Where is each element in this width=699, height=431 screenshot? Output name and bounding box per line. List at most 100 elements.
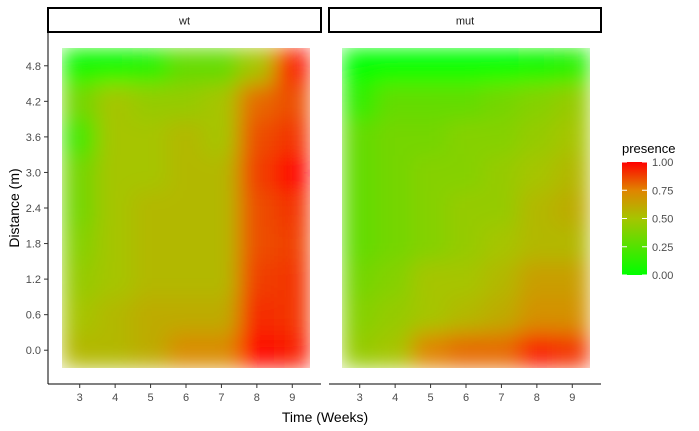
heatmap-cell <box>96 48 134 85</box>
heatmap-cell <box>203 331 240 368</box>
heatmap-cell <box>96 225 134 262</box>
legend: presence 0.00 0.25 0.50 0.75 1.00 <box>622 141 675 282</box>
heatmap-cell <box>412 296 449 333</box>
heatmap-cell <box>274 296 310 333</box>
heatmap-cell <box>447 225 485 262</box>
x-tick-label: 7 <box>218 392 224 404</box>
heatmap-cell <box>483 331 520 368</box>
heatmap-cell <box>203 225 240 262</box>
x-tick-label: 6 <box>463 392 469 404</box>
heatmap-cell <box>483 118 520 156</box>
heatmap-cell <box>274 48 310 85</box>
strip-label-wt: wt <box>178 16 190 28</box>
heatmap-cell <box>167 225 205 262</box>
x-tick-label: 7 <box>498 392 504 404</box>
heatmap-cell <box>238 225 276 262</box>
heatmap-cell <box>554 260 590 298</box>
heatmap-cell <box>518 154 556 191</box>
heatmap-cell <box>96 296 134 333</box>
heatmap-cell <box>274 189 310 227</box>
y-axis: 0.0 0.6 1.2 1.8 2.4 3.0 3.6 4.2 4.8 <box>26 61 48 357</box>
heatmap-cell <box>342 118 378 156</box>
heatmap-cell <box>483 296 520 333</box>
heatmap-cell <box>342 225 378 262</box>
heatmap-cell <box>554 48 590 85</box>
heatmap-cell <box>238 331 276 368</box>
heatmap-cell <box>62 154 98 191</box>
heatmap-cell <box>554 83 590 120</box>
legend-tick-label: 0.75 <box>652 185 673 197</box>
heatmap-cell <box>342 154 378 191</box>
heatmap-cell <box>132 154 169 191</box>
heatmap-cell <box>132 118 169 156</box>
heatmap-cell <box>96 83 134 120</box>
heatmap-cell <box>518 296 556 333</box>
heatmap-cell <box>342 331 378 368</box>
heatmap-cell <box>132 260 169 298</box>
strip-mut <box>328 7 602 33</box>
x-tick-label: 8 <box>254 392 260 404</box>
heatmap-cell <box>96 189 134 227</box>
x-tick-label: 6 <box>183 392 189 404</box>
heatmap-cell <box>554 225 590 262</box>
heatmap-cell <box>62 48 98 85</box>
heatmap-cell <box>376 48 414 85</box>
strip-wt <box>47 7 322 33</box>
heatmap-cells-wt <box>62 48 310 368</box>
heatmap-cell <box>62 296 98 333</box>
heatmap-cell <box>554 189 590 227</box>
heatmap-cell <box>132 331 169 368</box>
heatmap-cell <box>238 118 276 156</box>
heatmap-cell <box>483 48 520 85</box>
legend-tick-label: 1.00 <box>652 157 673 169</box>
heatmap-cell <box>167 331 205 368</box>
x-tick-label: 9 <box>289 392 295 404</box>
heatmap-cell <box>412 331 449 368</box>
heatmap-cell <box>447 260 485 298</box>
heatmap-cell <box>483 83 520 120</box>
x-tick-label: 8 <box>534 392 540 404</box>
heatmap-cell <box>96 260 134 298</box>
heatmap-cell <box>518 83 556 120</box>
heatmap-cell <box>412 189 449 227</box>
heatmap-cell <box>203 189 240 227</box>
heatmap-cell <box>62 331 98 368</box>
x-tick-label: 9 <box>569 392 575 404</box>
heatmap-cell <box>203 260 240 298</box>
heatmap-cell <box>62 118 98 156</box>
heatmap-cell <box>167 296 205 333</box>
heatmap-cell <box>412 154 449 191</box>
heatmap-cell <box>238 260 276 298</box>
legend-ticks: 0.00 0.25 0.50 0.75 1.00 <box>622 157 673 282</box>
heatmap-cell <box>167 260 205 298</box>
y-tick-label: 3.0 <box>26 167 41 179</box>
heatmap-cell <box>518 118 556 156</box>
heatmap-cell <box>376 83 414 120</box>
heatmap-cell <box>412 118 449 156</box>
heatmap-cell <box>518 48 556 85</box>
heatmap-cell <box>274 331 310 368</box>
heatmap-cell <box>274 154 310 191</box>
heatmap-cell <box>554 118 590 156</box>
heatmap-cell <box>238 154 276 191</box>
heatmap-cell <box>132 48 169 85</box>
heatmap-cell <box>554 296 590 333</box>
heatmap-cell <box>203 83 240 120</box>
x-tick-label: 5 <box>148 392 154 404</box>
x-tick-label: 3 <box>357 392 363 404</box>
heatmap-cell <box>96 154 134 191</box>
y-tick-label: 2.4 <box>26 203 41 215</box>
heatmap-cell <box>238 83 276 120</box>
x-axis-wt: 3 4 5 6 7 8 9 <box>48 383 321 404</box>
heatmap-cell <box>96 331 134 368</box>
legend-title: presence <box>622 141 675 156</box>
legend-tick-label: 0.50 <box>652 214 673 226</box>
heatmap-cell <box>203 154 240 191</box>
heatmap-cell <box>62 83 98 120</box>
heatmap-cell <box>483 189 520 227</box>
y-tick-label: 0.6 <box>26 310 41 322</box>
heatmap-cell <box>132 296 169 333</box>
heatmap-cell <box>518 331 556 368</box>
heatmap-cell <box>167 154 205 191</box>
